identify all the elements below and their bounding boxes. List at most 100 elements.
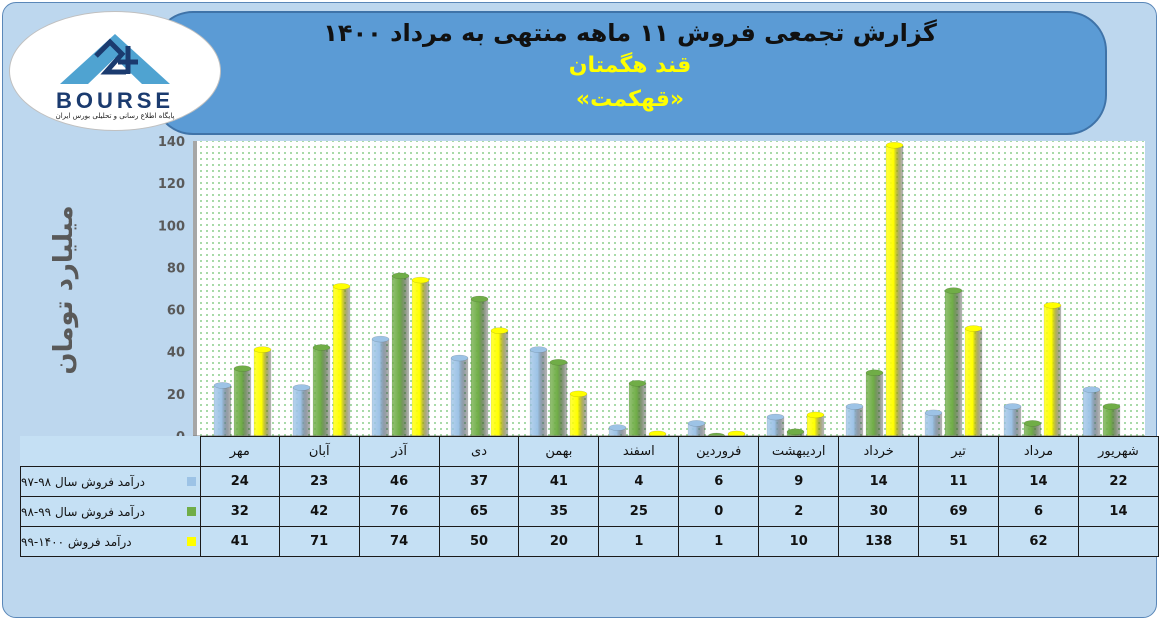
- bar: [964, 328, 983, 437]
- bar-cap: [549, 359, 568, 366]
- legend-label: درآمد فروش سال ۹۹-۹۸: [21, 504, 145, 519]
- bar-cap: [529, 346, 548, 353]
- data-label: 23: [278, 466, 360, 497]
- data-label: 20: [518, 526, 600, 557]
- data-label: 41: [199, 526, 280, 557]
- x-tick-label: شهریور: [1077, 436, 1159, 467]
- data-label: 14: [998, 466, 1079, 497]
- bar: [885, 144, 904, 437]
- bar-cap: [687, 420, 706, 427]
- x-tick-label: اسفند: [598, 436, 680, 467]
- data-label: 74: [358, 526, 440, 557]
- legend-label: درآمد فروش ۱۴۰۰-۹۹: [21, 534, 132, 549]
- data-label: 37: [438, 466, 520, 497]
- bar-cap: [924, 409, 943, 417]
- bar-cap: [332, 283, 351, 290]
- x-tick-label: خرداد: [838, 436, 920, 467]
- y-tick-label: 120: [158, 177, 185, 192]
- bar: [411, 279, 430, 437]
- bar: [292, 387, 311, 437]
- bar: [924, 412, 943, 437]
- bar-cap: [786, 428, 805, 436]
- bar-cap: [766, 413, 785, 421]
- bar-cap: [845, 403, 864, 410]
- bar: [490, 330, 509, 437]
- y-tick-label: 40: [167, 346, 185, 361]
- bar: [529, 349, 548, 437]
- x-tick-label: آذر: [358, 436, 440, 467]
- data-label: 50: [438, 526, 520, 557]
- legend-entry: درآمد فروش سال ۹۹-۹۸: [20, 496, 201, 527]
- data-label: 65: [438, 496, 520, 527]
- data-label: [1077, 526, 1159, 557]
- data-label: 62: [998, 526, 1079, 557]
- bar: [549, 362, 568, 437]
- bar-cap: [312, 344, 331, 351]
- data-label: 22: [1077, 466, 1159, 497]
- bar: [312, 347, 331, 437]
- plot-area: [197, 141, 1145, 436]
- bar-cap: [391, 272, 410, 280]
- bar-cap: [371, 335, 390, 343]
- bar: [1003, 406, 1022, 437]
- bar: [1102, 406, 1121, 437]
- data-table: مهر آبان آذر دی بهمن اسفند فروردین اردیبهشت خردا…: [20, 436, 1159, 557]
- bar: [332, 286, 351, 437]
- table-header-row: مهر آبان آذر دی بهمن اسفند فروردین اردیبهشت خردا…: [21, 436, 1159, 467]
- legend-key-icon: [186, 507, 196, 516]
- data-label: 11: [918, 466, 1000, 497]
- legend-key-icon: [186, 477, 196, 486]
- bar-cap: [885, 141, 904, 149]
- data-label: 1: [678, 526, 760, 557]
- company-name: قند هگمتان: [568, 53, 692, 78]
- bar: [944, 290, 963, 437]
- bar-cap: [569, 390, 588, 398]
- y-tick-label: 100: [158, 219, 185, 234]
- y-tick-label: 20: [167, 388, 185, 403]
- bar-cap: [964, 325, 983, 332]
- legend-label: درآمد فروش سال ۹۸-۹۷: [21, 474, 145, 489]
- data-label: 46: [358, 466, 440, 497]
- data-label: 14: [838, 466, 920, 497]
- bar-cap: [1102, 403, 1121, 410]
- data-label: 76: [358, 496, 440, 527]
- data-label: 2: [758, 496, 840, 527]
- table-row: درآمد فروش سال ۹۸-۹۷ 24 23 46 37 41 4 6 9 14 11 14 2…: [20, 466, 1159, 497]
- bar: [845, 406, 864, 437]
- x-tick-label: بهمن: [518, 436, 600, 467]
- report-title: گزارش تجمعی فروش ۱۱ ماهه منتهی به مرداد …: [323, 19, 937, 47]
- data-label: 24: [199, 466, 280, 497]
- y-axis-wall: [193, 141, 197, 436]
- bar: [391, 275, 410, 437]
- bar: [253, 349, 272, 437]
- bar: [213, 385, 232, 437]
- data-label: 51: [918, 526, 1000, 557]
- bar: [865, 372, 884, 437]
- bourse-logo: BOURSE پایگاه اطلاع رسانی و تحلیلی بورس …: [9, 11, 221, 131]
- legend-entry: درآمد فروش سال ۹۸-۹۷: [20, 466, 201, 497]
- bar-cap: [490, 327, 509, 334]
- x-tick-label: دی: [438, 436, 520, 467]
- x-tick-label: مهر: [199, 436, 280, 467]
- x-tick-label: اردیبهشت: [758, 436, 840, 467]
- data-label: 42: [278, 496, 360, 527]
- company-symbol: «قهکمت»: [575, 87, 685, 112]
- table-row: درآمد فروش سال ۹۹-۹۸ 32 42 76 65 35 25 0 2 30 69 6 1…: [20, 496, 1159, 527]
- bar: [371, 338, 390, 437]
- legend-entry: درآمد فروش ۱۴۰۰-۹۹: [20, 526, 201, 557]
- bar-cap: [1043, 302, 1062, 309]
- logo-subtitle: پایگاه اطلاع رسانی و تحلیلی بورس ایران: [55, 112, 175, 120]
- data-label: 6: [998, 496, 1079, 527]
- x-tick-label: تیر: [918, 436, 1000, 467]
- data-label: 0: [678, 496, 760, 527]
- data-label: 6: [678, 466, 760, 497]
- bar-cap: [411, 276, 430, 284]
- bar: [450, 357, 469, 437]
- header-banner: گزارش تجمعی فروش ۱۱ ماهه منتهی به مرداد …: [153, 11, 1107, 135]
- table-corner: [21, 437, 201, 467]
- bar-cap: [628, 380, 647, 387]
- bar: [1043, 305, 1062, 437]
- y-tick-label: 60: [167, 304, 185, 319]
- data-label: 35: [518, 496, 600, 527]
